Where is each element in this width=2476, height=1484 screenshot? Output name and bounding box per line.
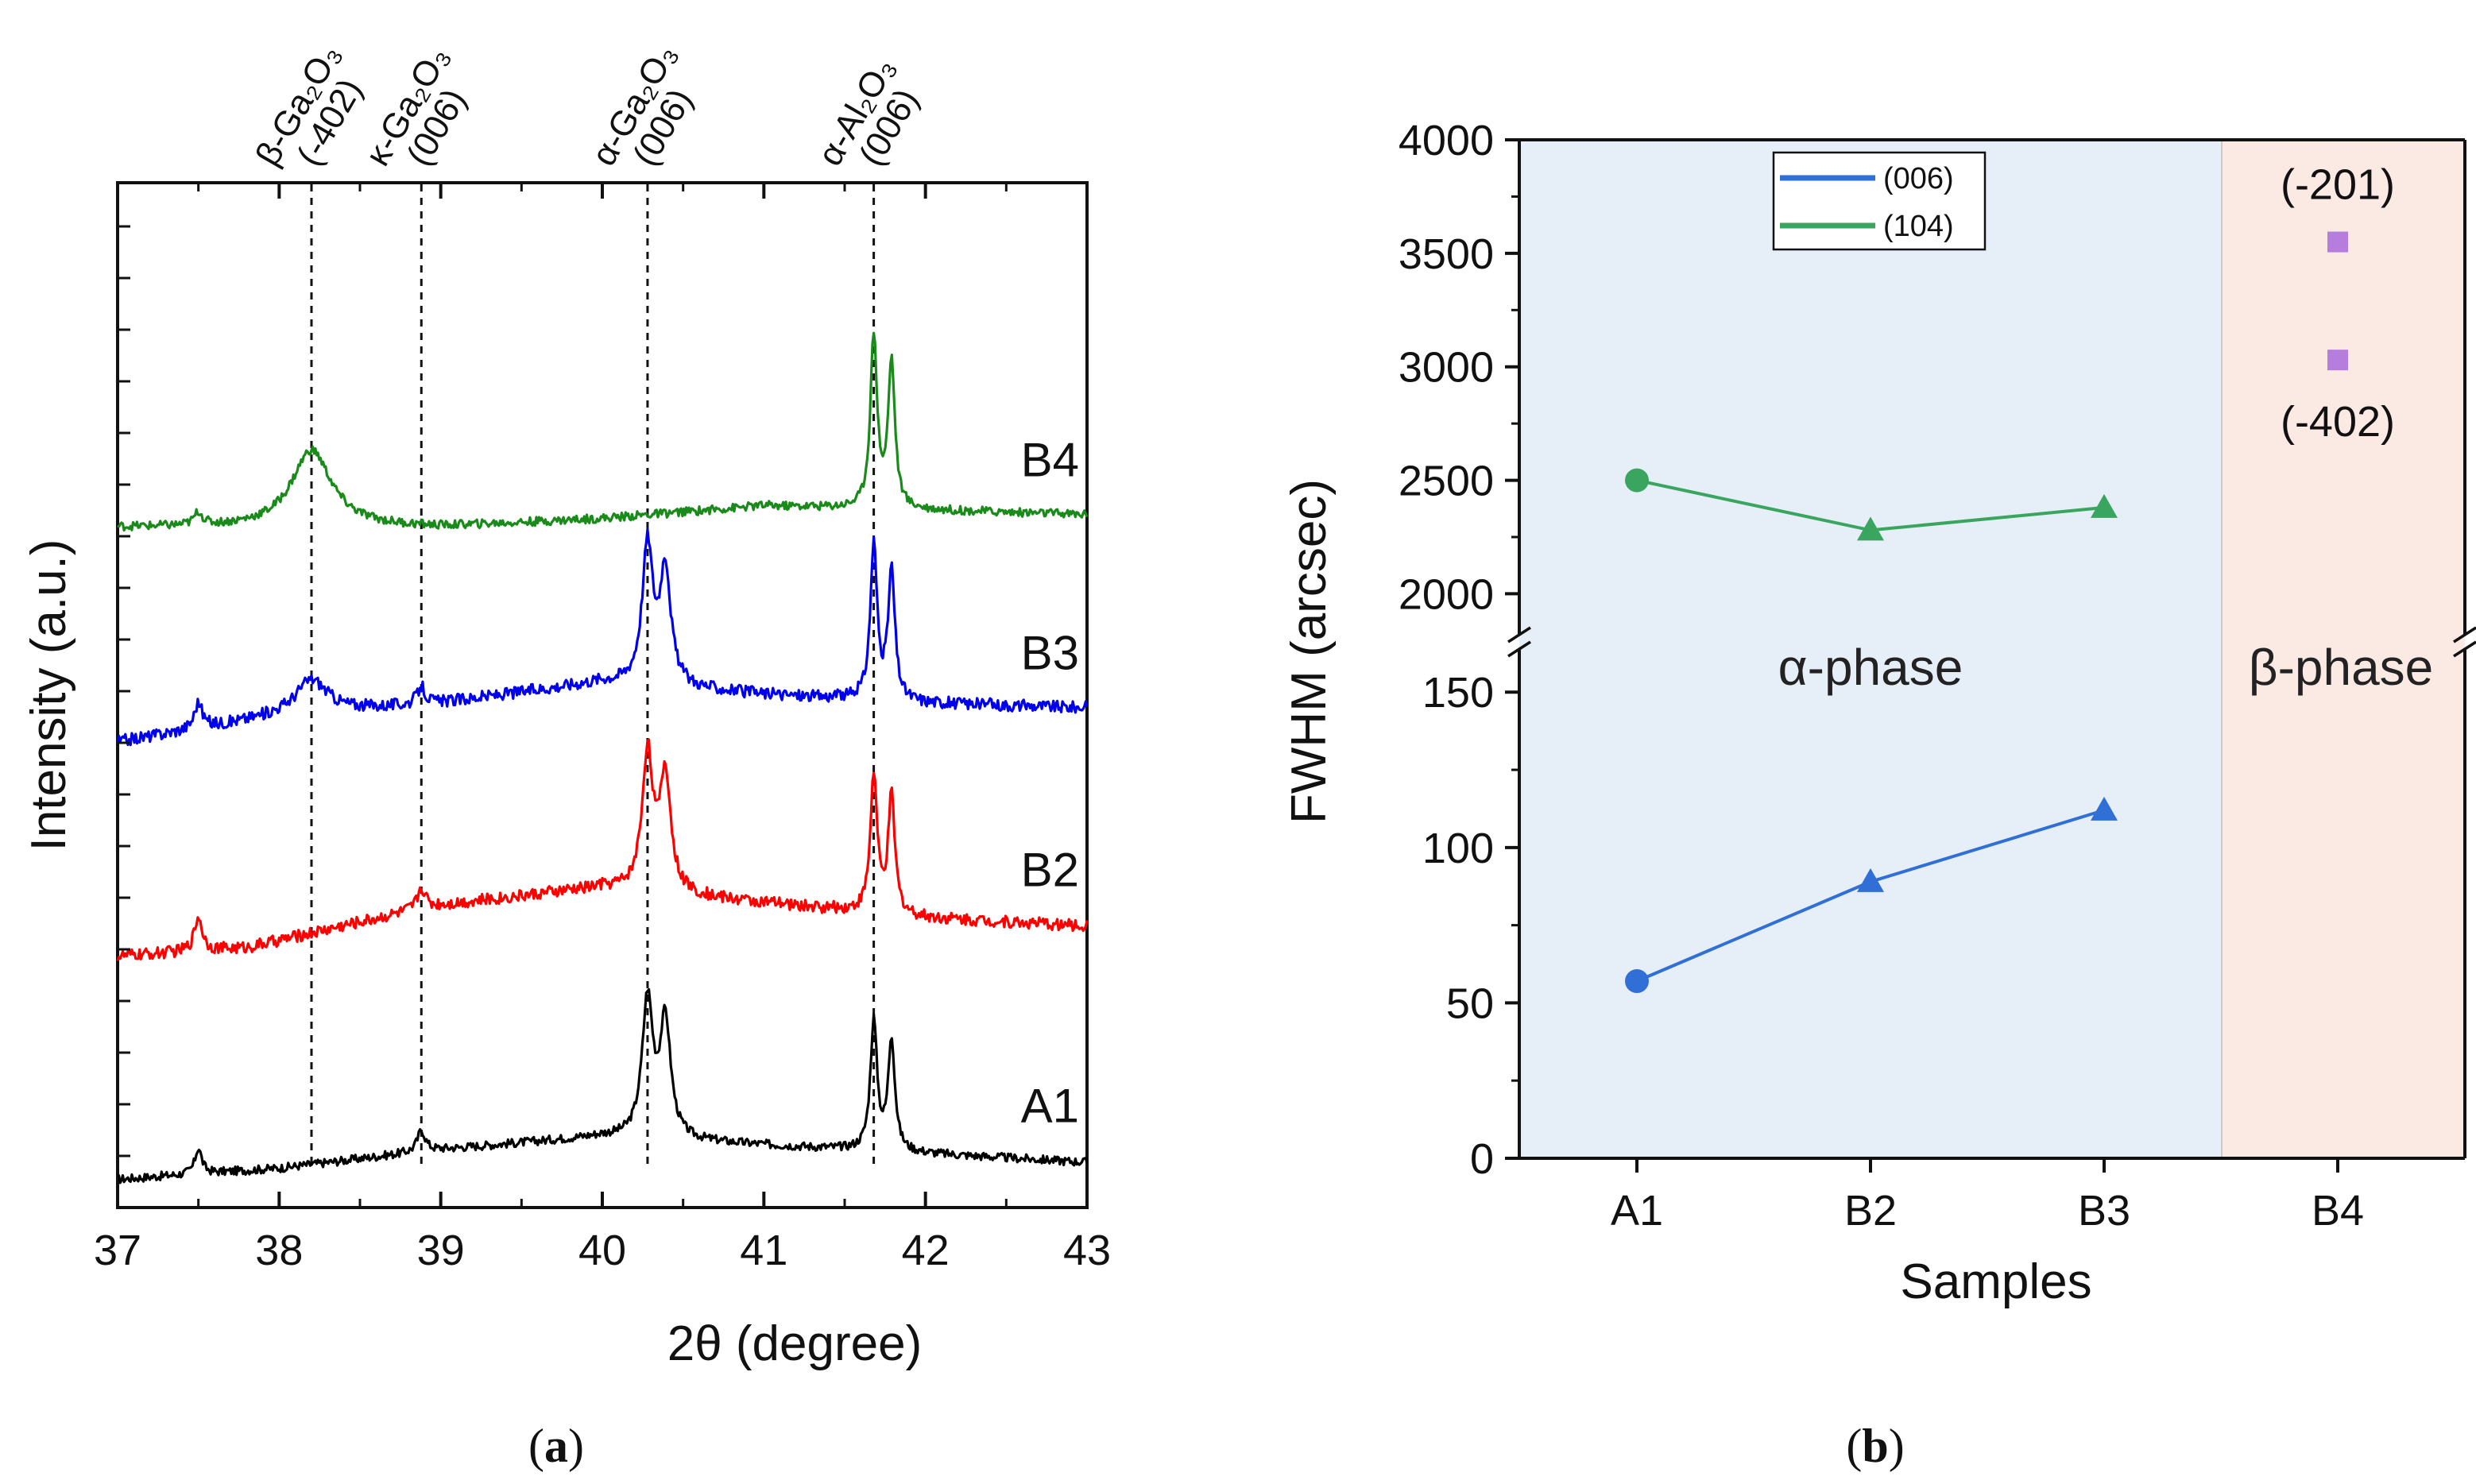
y-tick-label: 3000 xyxy=(1399,344,1494,392)
axis-break-mark xyxy=(2453,640,2476,658)
x-tick-label: B2 xyxy=(1844,1187,1897,1235)
beta-phase-region xyxy=(2222,140,2465,1158)
y-tick-label: 4000 xyxy=(1399,117,1494,164)
data-point-triangle xyxy=(1857,516,1884,541)
panel-a-series: A1 B2 B3 B4 xyxy=(116,331,1089,1184)
data-point-triangle xyxy=(2091,493,2118,518)
panel-a-x-ticks: 37 38 39 40 41 42 43 xyxy=(94,183,1111,1274)
x-tick-label: B4 xyxy=(2312,1187,2364,1235)
caption-a-close: ) xyxy=(568,1420,584,1472)
series-line-b2 xyxy=(116,738,1089,961)
series-label-b3: B3 xyxy=(1021,626,1079,679)
data-point-circle xyxy=(1625,969,1649,994)
panel-a-y-ticks xyxy=(118,225,130,1157)
panel-b-series-markers xyxy=(1625,468,2118,994)
panel-a-y-axis-title: Intensity (a.u.) xyxy=(21,539,76,852)
panel-b-y-axis-title: FWHM (arcsec) xyxy=(1282,479,1337,824)
panel-a-plot-frame xyxy=(116,181,1089,1209)
axis-break-mark xyxy=(1507,640,1531,658)
x-tick-label: 43 xyxy=(1063,1227,1111,1274)
data-point-triangle xyxy=(2091,796,2118,821)
data-point-triangle xyxy=(1857,868,1884,892)
alpha-phase-label: α-phase xyxy=(1778,639,1963,696)
series-label-b4: B4 xyxy=(1021,433,1079,486)
beta-point-label: (-402) xyxy=(2281,398,2395,446)
y-tick-label: 50 xyxy=(1446,980,1494,1027)
panel-a-peak-labels: β-Ga₂O₃(-402)κ-Ga₂O₃(006) α-Ga₂O₃(006) α-A… xyxy=(248,37,926,172)
x-tick-label: 40 xyxy=(578,1227,626,1274)
y-tick-label: 2000 xyxy=(1399,570,1494,618)
caption-a-open: ( xyxy=(528,1420,544,1472)
y-tick-label: 150 xyxy=(1422,669,1494,717)
panel-b-axes xyxy=(1507,138,2476,1160)
panel-b-y-ticks: 2000 2500 3000 3500 4000 0 50 100 150 xyxy=(1399,117,1519,1183)
panel-a-caption: (a) xyxy=(528,1420,584,1472)
panel-b-legend: (006) (104) xyxy=(1772,151,1987,251)
x-tick-label: 42 xyxy=(902,1227,950,1274)
beta-phase-label: β-phase xyxy=(2249,639,2434,696)
caption-b-letter: b xyxy=(1862,1420,1888,1472)
beta-data-point-square xyxy=(2327,231,2348,253)
caption-a-letter: a xyxy=(544,1420,568,1472)
panel-a-x-axis-title: 2θ (degree) xyxy=(667,1316,923,1371)
panel-b-x-axis-title: Samples xyxy=(1900,1254,2091,1309)
caption-b-open: ( xyxy=(1846,1420,1862,1472)
axis-break-mark xyxy=(2453,626,2476,643)
legend-label: (006) xyxy=(1883,162,1954,195)
series-label-a1: A1 xyxy=(1021,1080,1079,1133)
legend-box xyxy=(1772,151,1987,251)
panel-a-xrd-chart: A1 B2 B3 B4 37 38 39 40 41 42 43 β-Ga₂O₃(-402)κ-G… xyxy=(21,37,1111,1472)
caption-b-close: ) xyxy=(1889,1420,1905,1472)
data-point-circle xyxy=(1625,468,1649,493)
panel-b-phase-labels: α-phase β-phase xyxy=(1778,639,2434,696)
panel-b-x-ticks: A1 B2 B3 B4 xyxy=(1611,1158,2364,1235)
y-tick-label: 0 xyxy=(1470,1135,1494,1183)
x-tick-label: 39 xyxy=(417,1227,465,1274)
x-tick-label: A1 xyxy=(1611,1187,1663,1235)
x-tick-label: 37 xyxy=(94,1227,141,1274)
series-label-b2: B2 xyxy=(1021,844,1079,897)
axis-break-mark xyxy=(1507,626,1531,643)
series-line-b4 xyxy=(116,331,1089,532)
beta-point-label: (-201) xyxy=(2281,161,2395,209)
panel-b-fwhm-chart: (-201) (-402) 2000 2500 3000 3500 4000 0 50 100 1… xyxy=(1282,117,2476,1472)
y-tick-label: 100 xyxy=(1422,825,1494,872)
x-tick-label: 38 xyxy=(255,1227,303,1274)
beta-data-point-square xyxy=(2327,350,2348,371)
panel-b-caption: (b) xyxy=(1846,1420,1904,1472)
y-tick-label: 3500 xyxy=(1399,230,1494,278)
x-tick-label: B3 xyxy=(2078,1187,2130,1235)
y-tick-label: 2500 xyxy=(1399,458,1494,505)
legend-label: (104) xyxy=(1883,210,1954,243)
series-line-a1 xyxy=(117,987,1089,1184)
panel-b-beta-points: (-201) (-402) xyxy=(2281,161,2395,446)
series-line-b3 xyxy=(116,528,1089,747)
x-tick-label: 41 xyxy=(740,1227,787,1274)
